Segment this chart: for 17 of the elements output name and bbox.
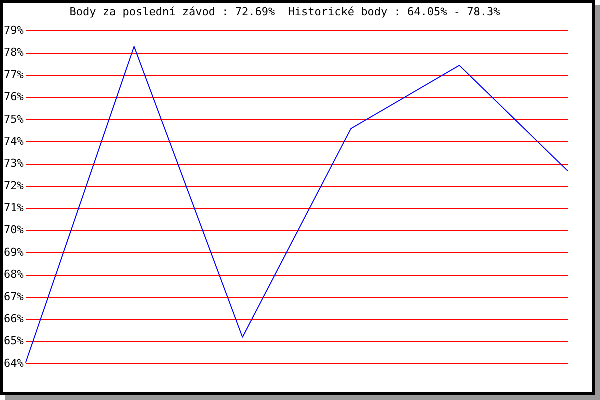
- chart-title: Body za poslední závod : 72.69% Historické body : 64.05% - 78.3%: [70, 5, 501, 18]
- y-tick-label: 74%: [4, 134, 24, 148]
- y-tick-label: 66%: [4, 312, 24, 326]
- y-tick-label: 73%: [4, 157, 24, 170]
- y-tick-label: 75%: [4, 112, 24, 126]
- y-tick-label: 64%: [4, 356, 24, 370]
- y-tick-label: 72%: [4, 179, 24, 192]
- y-tick-label: 67%: [4, 290, 24, 304]
- y-tick-label: 68%: [4, 268, 24, 282]
- y-tick-label: 76%: [4, 90, 24, 104]
- y-tick-label: 71%: [4, 202, 24, 215]
- y-tick-label: 78%: [4, 46, 24, 60]
- y-tick-label: 65%: [4, 334, 24, 348]
- y-tick-label: 79%: [4, 24, 24, 38]
- y-tick-label: 77%: [4, 68, 24, 82]
- y-tick-label: 70%: [4, 224, 24, 237]
- y-tick-label: 69%: [4, 246, 24, 259]
